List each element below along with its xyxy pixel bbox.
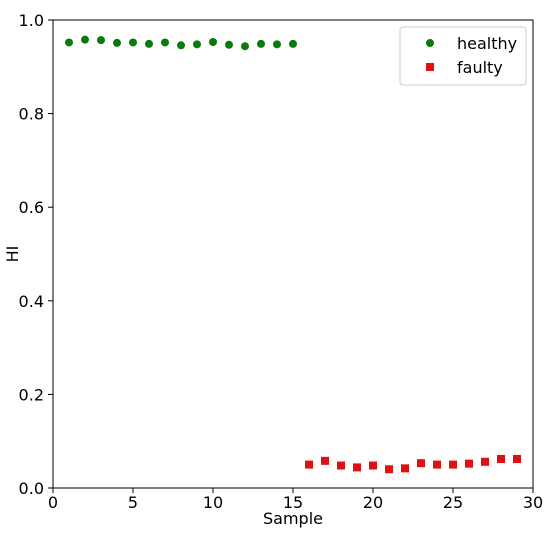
x-tick-label: 0 [48,493,58,512]
plot-frame [52,19,534,489]
data-points [65,35,521,474]
x-axis-label: Sample [263,509,323,528]
data-point-healthy [177,41,185,50]
x-tick-label: 25 [443,493,463,512]
data-point-healthy [241,42,249,51]
axis-ticks: 0 5 10 15 20 25 30 0.0 0.2 0.4 0.6 0.8 1.0 [19,11,544,512]
y-tick-label: 0.2 [19,385,44,404]
x-tick-label: 20 [363,493,383,512]
legend-marker-healthy [426,39,434,47]
data-point-healthy [129,38,137,47]
y-tick-label: 0.4 [19,292,44,311]
data-point-faulty [337,461,345,470]
data-point-faulty [401,464,409,473]
data-point-faulty [449,460,457,469]
data-point-healthy [161,38,169,47]
data-point-faulty [481,457,489,466]
legend-entry-faulty: faulty [457,58,503,77]
data-point-healthy [97,36,105,45]
data-point-faulty [513,454,521,463]
data-point-faulty [321,456,329,465]
data-point-faulty [465,459,473,468]
data-point-faulty [353,463,361,472]
y-tick-label: 0.0 [19,479,44,498]
data-point-faulty [417,459,425,468]
data-point-healthy [145,39,153,48]
data-point-healthy [193,40,201,49]
y-tick-label: 1.0 [19,11,44,30]
data-point-healthy [225,40,233,49]
data-point-faulty [305,460,313,469]
legend-marker-faulty [426,63,434,71]
data-point-faulty [497,454,505,463]
x-tick-label: 5 [128,493,138,512]
y-axis-label: HI [3,246,22,263]
x-tick-label: 10 [203,493,223,512]
data-point-healthy [289,39,297,48]
data-point-faulty [385,465,393,474]
x-tick-label: 30 [523,493,543,512]
data-point-healthy [113,38,121,47]
data-point-faulty [433,460,441,469]
y-tick-label: 0.6 [19,198,44,217]
x-tick-label: 15 [283,493,303,512]
legend: healthy faulty [399,26,527,86]
data-point-faulty [369,461,377,470]
data-point-healthy [65,38,73,47]
data-point-healthy [209,37,217,46]
data-point-healthy [273,40,281,49]
data-point-healthy [81,35,89,44]
y-tick-label: 0.8 [19,105,44,124]
legend-entry-healthy: healthy [457,34,517,53]
data-point-healthy [257,39,265,48]
